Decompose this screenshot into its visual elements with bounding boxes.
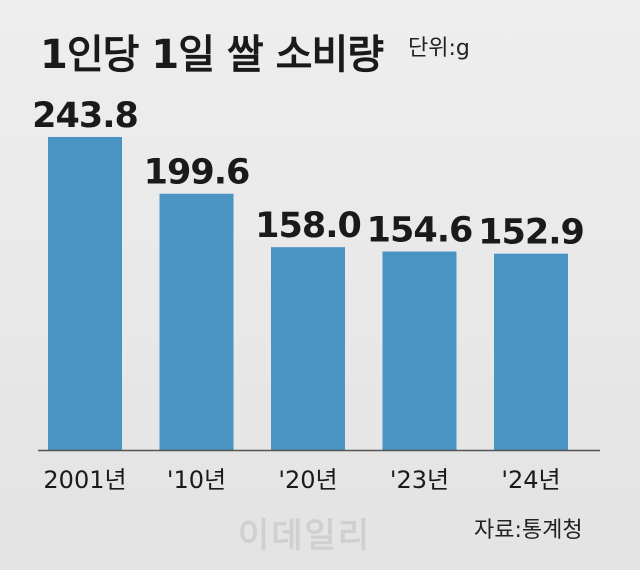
bar-value-label-4: 152.9 — [478, 213, 584, 253]
bar-value-label-2: 158.0 — [255, 206, 361, 246]
bar-1 — [159, 193, 234, 450]
source-note: 자료:통계청 — [474, 518, 583, 543]
category-label-1: '10년 — [167, 466, 226, 494]
bar-2 — [271, 247, 345, 450]
watermark-logo: 이데일리 — [238, 516, 372, 556]
category-label-3: '23년 — [390, 466, 449, 494]
chart-title: 1인당 1일 쌀 소비량 — [40, 32, 384, 78]
category-label-2: '20년 — [278, 466, 337, 494]
bar-value-label-0: 243.8 — [32, 96, 138, 136]
bar-0 — [48, 137, 122, 450]
category-label-4: '24년 — [501, 466, 560, 494]
bar-3 — [382, 251, 457, 450]
category-label-0: 2001년 — [43, 466, 126, 494]
bar-value-label-1: 199.6 — [144, 153, 250, 193]
bar-4 — [494, 253, 568, 450]
unit-label: 단위:g — [408, 36, 470, 61]
bar-value-label-3: 154.6 — [367, 211, 473, 251]
